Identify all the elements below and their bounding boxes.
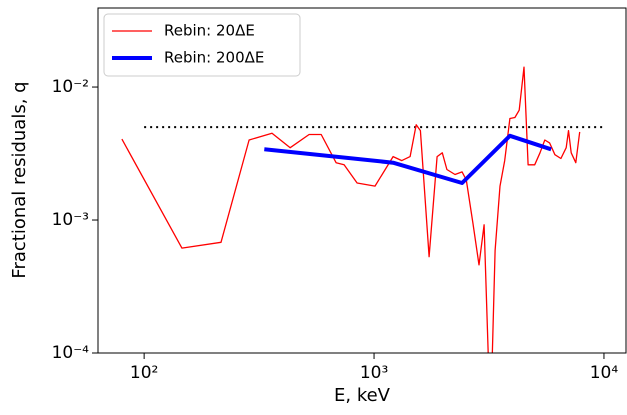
y-axis-label: Fractional residuals, q [9,81,30,278]
data-line [121,66,581,353]
legend: Rebin: 20ΔE Rebin: 200ΔE [103,13,301,77]
legend-box [103,13,301,77]
y-tick-label: 10⁻² [52,77,89,97]
x-tick-label: 10³ [360,363,388,383]
legend-label: Rebin: 20ΔE [164,22,255,40]
axes-frame [97,7,627,354]
data-line [264,133,552,185]
x-axis-label: E, keV [334,385,391,406]
x-tick-label: 10² [130,363,158,383]
y-tick-label: 10⁻⁴ [52,343,90,363]
y-tick-label: 10⁻³ [52,210,89,230]
legend-label: Rebin: 200ΔE [164,49,264,67]
plot-area [121,66,604,353]
x-tick-label: 10⁴ [590,363,619,383]
